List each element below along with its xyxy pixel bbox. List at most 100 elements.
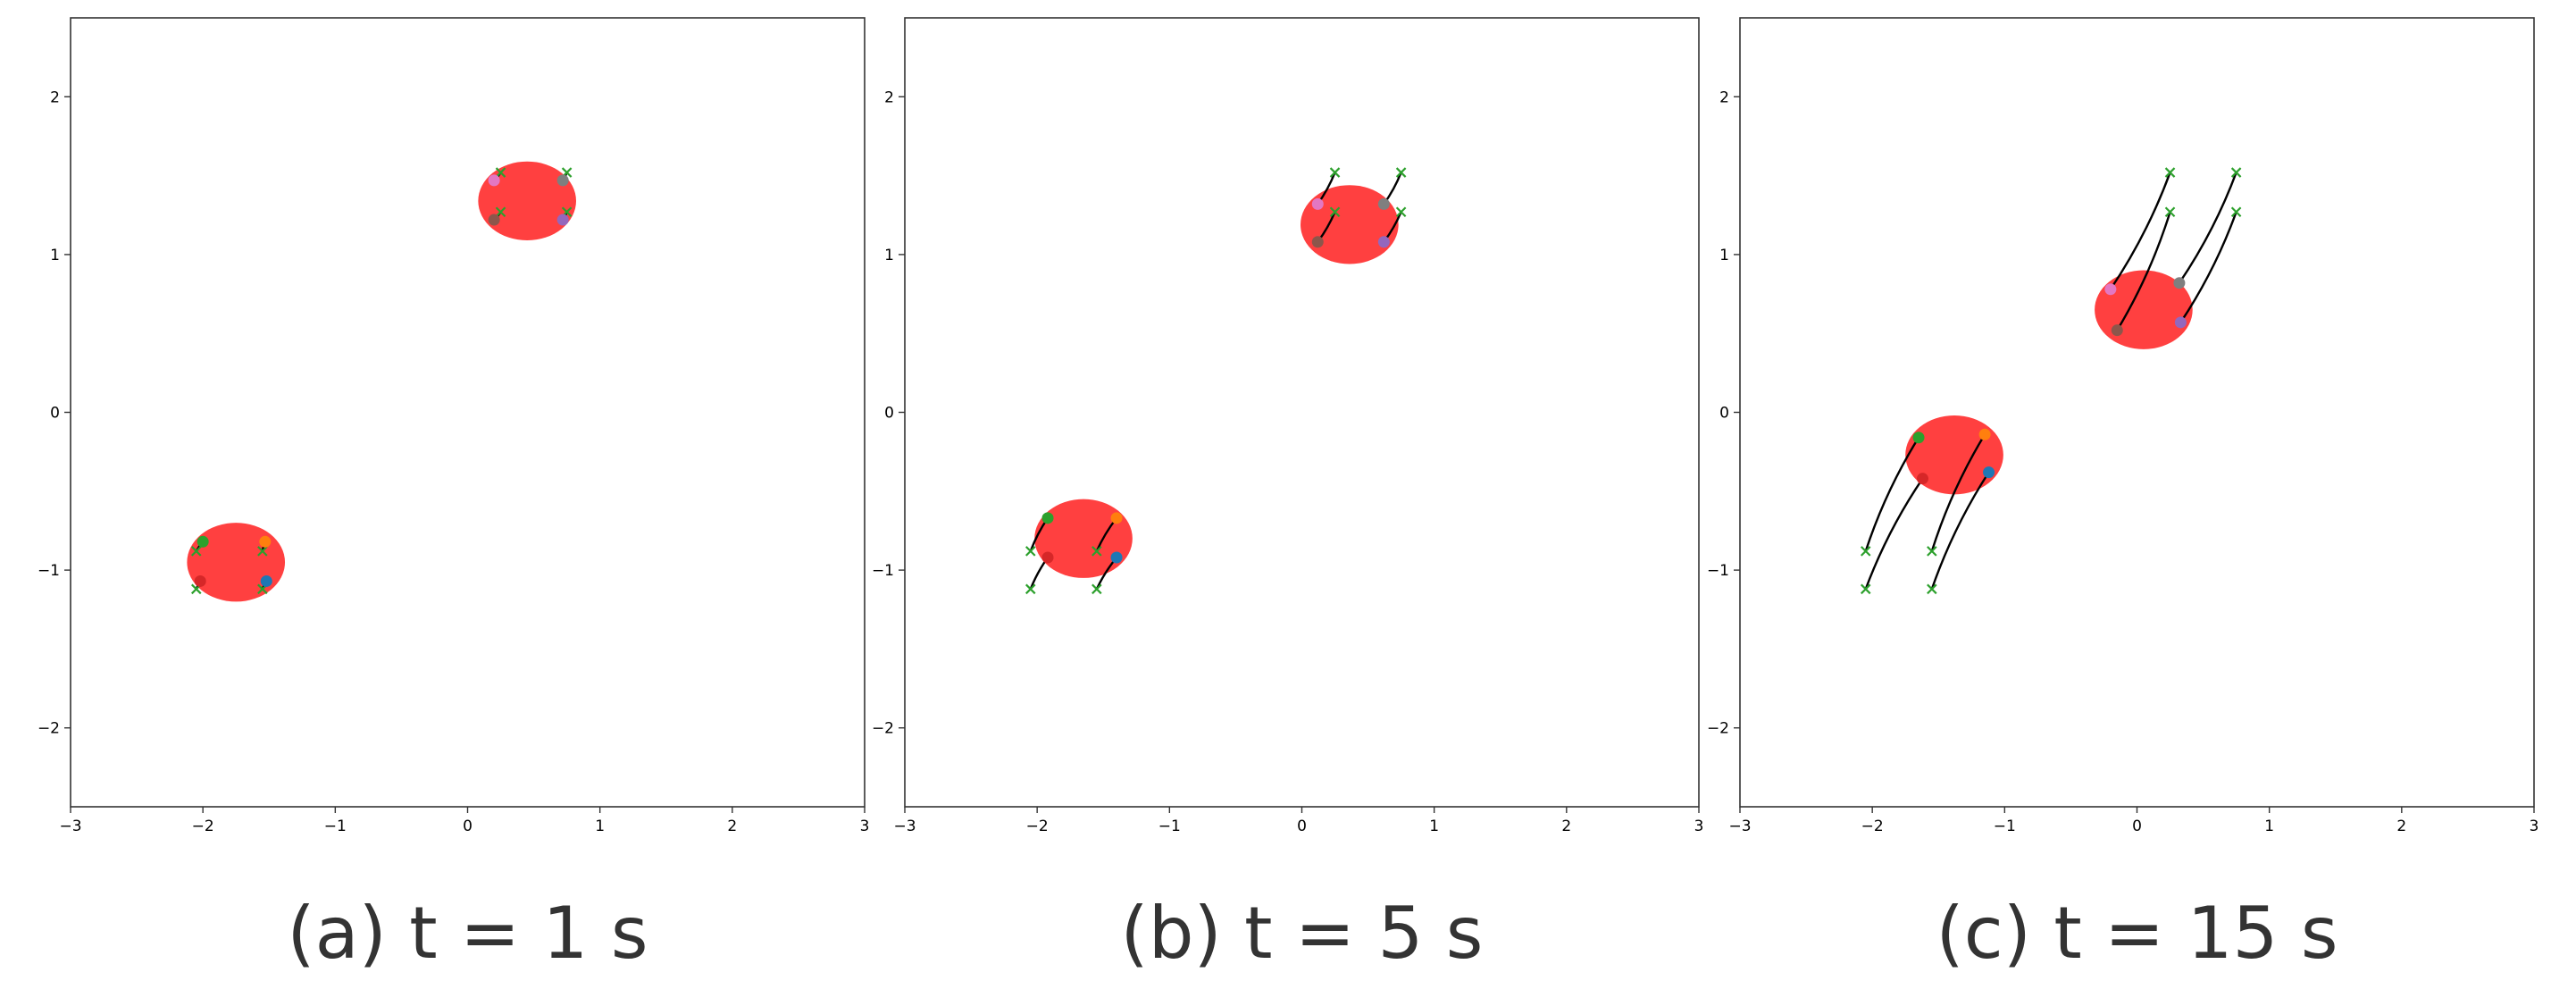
y-tick-label: 1 (1719, 247, 1729, 264)
agent-point (1377, 197, 1390, 210)
target-cross-marker (1091, 546, 1102, 557)
agent-point (556, 174, 569, 187)
x-tick-label: 0 (1297, 818, 1307, 835)
agent-point (1311, 236, 1324, 248)
agent-point (197, 535, 209, 548)
panel-2: −3 −2 −1 0 1 2 3 −2 −1 0 1 2 (b) t = 5 s (872, 17, 1704, 975)
y-tick-label: 2 (1719, 88, 1729, 106)
agent-point (1041, 551, 1054, 564)
agent-point (259, 535, 272, 548)
x-tick-label: 0 (2132, 818, 2142, 835)
plot-frame (1739, 17, 2535, 808)
target-cross-marker (2164, 206, 2176, 217)
x-tick-label: 0 (463, 818, 473, 835)
target-cross-marker (1329, 206, 1341, 217)
y-tick-label: 0 (884, 405, 894, 423)
x-tick-label: 3 (860, 818, 870, 835)
target-cross-marker (1927, 583, 1937, 595)
target-cross-marker (1395, 167, 1407, 178)
panel-caption: (a) t = 1 s (287, 892, 648, 975)
x-tick-label: 2 (1561, 818, 1571, 835)
y-tick-label: 0 (50, 405, 60, 423)
formation-blob-2 (478, 161, 576, 241)
agent-point (1110, 512, 1123, 524)
x-tick-label: 2 (727, 818, 737, 835)
x-tick-label: 1 (2264, 818, 2274, 835)
x-tick-label: −1 (1158, 818, 1181, 835)
agent-point (1912, 432, 1925, 444)
x-tick-label: 3 (1694, 818, 1704, 835)
y-tick-label: 1 (884, 247, 894, 264)
agent-point (2111, 324, 2123, 337)
plot-area (1860, 167, 2242, 595)
agent-point (556, 214, 569, 226)
agent-point (1041, 512, 1054, 524)
agent-point (194, 574, 206, 587)
plot-area (187, 161, 576, 602)
trajectory-line (1864, 477, 1924, 590)
y-tick-label: 2 (884, 88, 894, 106)
target-cross-marker (1025, 583, 1036, 595)
x-tick-label: 3 (2530, 818, 2539, 835)
panel-3: −3 −2 −1 0 1 2 3 −2 −1 0 1 2 (c) t = 15 s (1707, 17, 2539, 975)
agent-point (1978, 428, 1991, 440)
formation-blob-1 (187, 523, 286, 602)
agent-point (1916, 473, 1928, 485)
x-tick-label: −1 (1994, 818, 2016, 835)
target-cross-marker (257, 546, 268, 557)
y-tick-label: 0 (1719, 405, 1729, 423)
panel-caption: (c) t = 15 s (1936, 892, 2338, 975)
y-tick-label: 1 (50, 247, 60, 264)
x-tick-label: 1 (595, 818, 605, 835)
formation-blob-1 (1034, 499, 1133, 578)
x-tick-label: −3 (59, 818, 81, 835)
agent-point (1983, 466, 1995, 479)
agent-point (2173, 277, 2186, 289)
target-cross-marker (2230, 206, 2242, 217)
target-cross-marker (1329, 167, 1341, 178)
agent-point (2174, 316, 2187, 329)
target-cross-marker (1927, 546, 1937, 557)
agent-point (1110, 551, 1123, 564)
y-tick-label: −2 (38, 720, 60, 738)
target-cross-marker (1860, 583, 1871, 595)
agent-point (488, 174, 500, 187)
y-tick-label: −1 (1707, 562, 1729, 580)
plot-frame (70, 17, 866, 808)
target-cross-marker (495, 206, 506, 217)
target-cross-marker (495, 167, 506, 178)
target-cross-marker (2164, 167, 2176, 178)
x-tick-label: 2 (2396, 818, 2406, 835)
trajectory-line (2178, 172, 2237, 284)
y-tick-label: −2 (872, 720, 894, 738)
x-tick-label: −2 (1026, 818, 1049, 835)
x-tick-label: −1 (324, 818, 347, 835)
target-cross-marker (2230, 167, 2242, 178)
target-cross-marker (1395, 206, 1407, 217)
x-tick-label: −2 (1861, 818, 1884, 835)
agent-point (2104, 283, 2117, 296)
plot-frame (904, 17, 1700, 808)
x-tick-label: −2 (192, 818, 214, 835)
target-cross-marker (190, 546, 202, 557)
y-tick-label: −1 (38, 562, 60, 580)
agent-point (260, 574, 272, 587)
formation-blob-1 (1905, 415, 2003, 495)
formation-blob-2 (1301, 185, 1399, 264)
target-cross-marker (1091, 583, 1102, 595)
trajectory-line (2109, 172, 2171, 290)
target-cross-marker (1860, 546, 1871, 557)
y-tick-label: 2 (50, 88, 60, 106)
x-tick-label: −3 (1728, 818, 1751, 835)
agent-point (1377, 236, 1390, 248)
trajectory-line (1930, 433, 1986, 552)
trajectory-line (1864, 437, 1920, 552)
agent-point (1311, 197, 1324, 210)
plot-area (1025, 167, 1407, 595)
panel-1: −3 −2 −1 0 1 2 3 −2 −1 0 1 2 (a) t = 1 s (38, 17, 870, 975)
y-tick-label: −2 (1707, 720, 1729, 738)
trajectory-line (2179, 211, 2237, 323)
target-cross-marker (1025, 546, 1036, 557)
panel-caption: (b) t = 5 s (1121, 892, 1484, 975)
